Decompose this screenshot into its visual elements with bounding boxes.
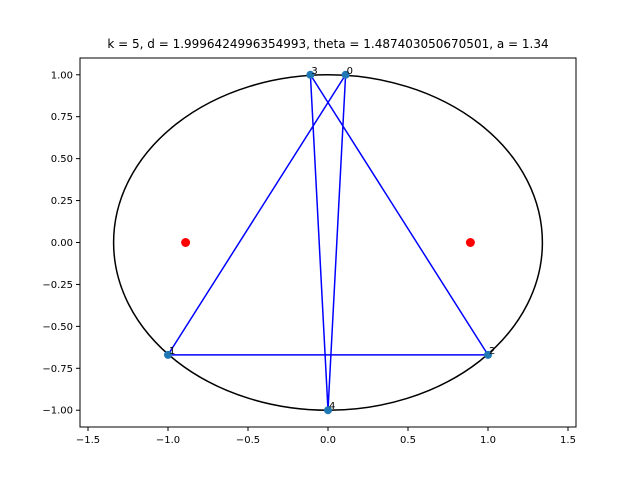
- star-path-line: [167, 74, 489, 411]
- x-tick-label: 1.0: [480, 435, 496, 446]
- point-label-0: 0: [347, 66, 353, 77]
- y-tick-label: 0.75: [51, 112, 73, 123]
- y-tick-label: 0.00: [51, 238, 73, 249]
- y-tick-label: 1.00: [51, 70, 73, 81]
- focus-point-0: [181, 238, 191, 247]
- x-tick-label: −1.5: [76, 435, 100, 446]
- data-point-3: [306, 70, 315, 79]
- data-point-2: [484, 350, 492, 359]
- x-tick-label: 0.5: [400, 435, 416, 446]
- point-label-2: 2: [489, 346, 495, 357]
- data-point-4: [324, 406, 332, 415]
- x-tick-label: 0.0: [320, 435, 336, 446]
- point-label-4: 4: [329, 401, 335, 412]
- y-tick-label: −0.75: [42, 364, 73, 375]
- focus-point-1: [465, 238, 475, 247]
- point-label-3: 3: [311, 66, 317, 77]
- y-tick-label: 0.25: [51, 196, 73, 207]
- x-tick-label: −1.0: [156, 435, 180, 446]
- y-tick-label: −1.00: [42, 406, 73, 417]
- y-tick-label: 0.50: [51, 154, 73, 165]
- axes: −1.5 −1.0 −0.5 0.0 0.5 1.0 1.5 1.00 0.75 0.50 0.25…: [42, 57, 577, 446]
- y-tick-label: −0.50: [42, 322, 73, 333]
- point-label-1: 1: [169, 346, 175, 357]
- data-point-0: [341, 70, 350, 79]
- data-point-1: [164, 350, 172, 359]
- plot-area: 0 1 2 3 4: [112, 66, 544, 415]
- x-tick-label: 1.5: [560, 435, 576, 446]
- y-tick-label: −0.25: [42, 280, 73, 291]
- chart-title: k = 5, d = 1.9996424996354993, theta = 1…: [107, 37, 548, 51]
- x-tick-label: −0.5: [236, 435, 260, 446]
